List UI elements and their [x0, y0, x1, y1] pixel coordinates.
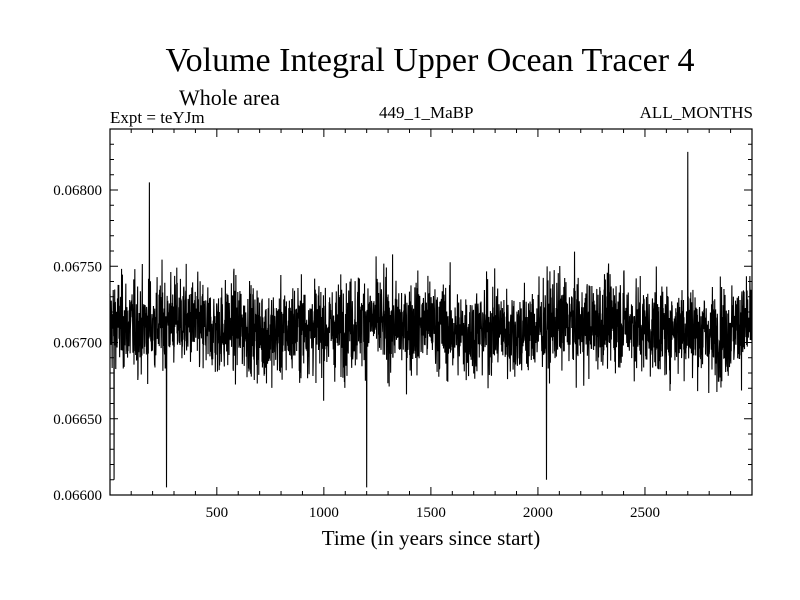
x-tick-label: 2500	[630, 505, 660, 521]
chart-title: Volume Integral Upper Ocean Tracer 4	[165, 42, 695, 79]
x-tick-label: 500	[206, 505, 229, 521]
x-tick-label: 2000	[523, 505, 553, 521]
experiment-label: Expt = teYJm	[110, 108, 205, 127]
months-label: ALL_MONTHS	[639, 103, 753, 122]
y-tick-label: 0.06650	[53, 412, 102, 428]
y-tick-label: 0.06600	[53, 488, 102, 504]
y-tick-label: 0.06800	[53, 183, 102, 199]
y-tick-label: 0.06700	[53, 336, 102, 352]
y-tick-label: 0.06750	[53, 259, 102, 275]
chart-subtitle: Whole area	[179, 85, 280, 110]
x-axis-label: Time (in years since start)	[321, 526, 541, 550]
run-label: 449_1_MaBP	[379, 103, 474, 122]
series-layer	[109, 151, 753, 488]
x-tick-label: 1500	[416, 505, 446, 521]
x-tick-label: 1000	[309, 505, 339, 521]
series-line	[109, 151, 753, 488]
axes-layer: 500 1000 1500 2000 2500 0.06600 0.06650 0.06700…	[53, 129, 752, 521]
